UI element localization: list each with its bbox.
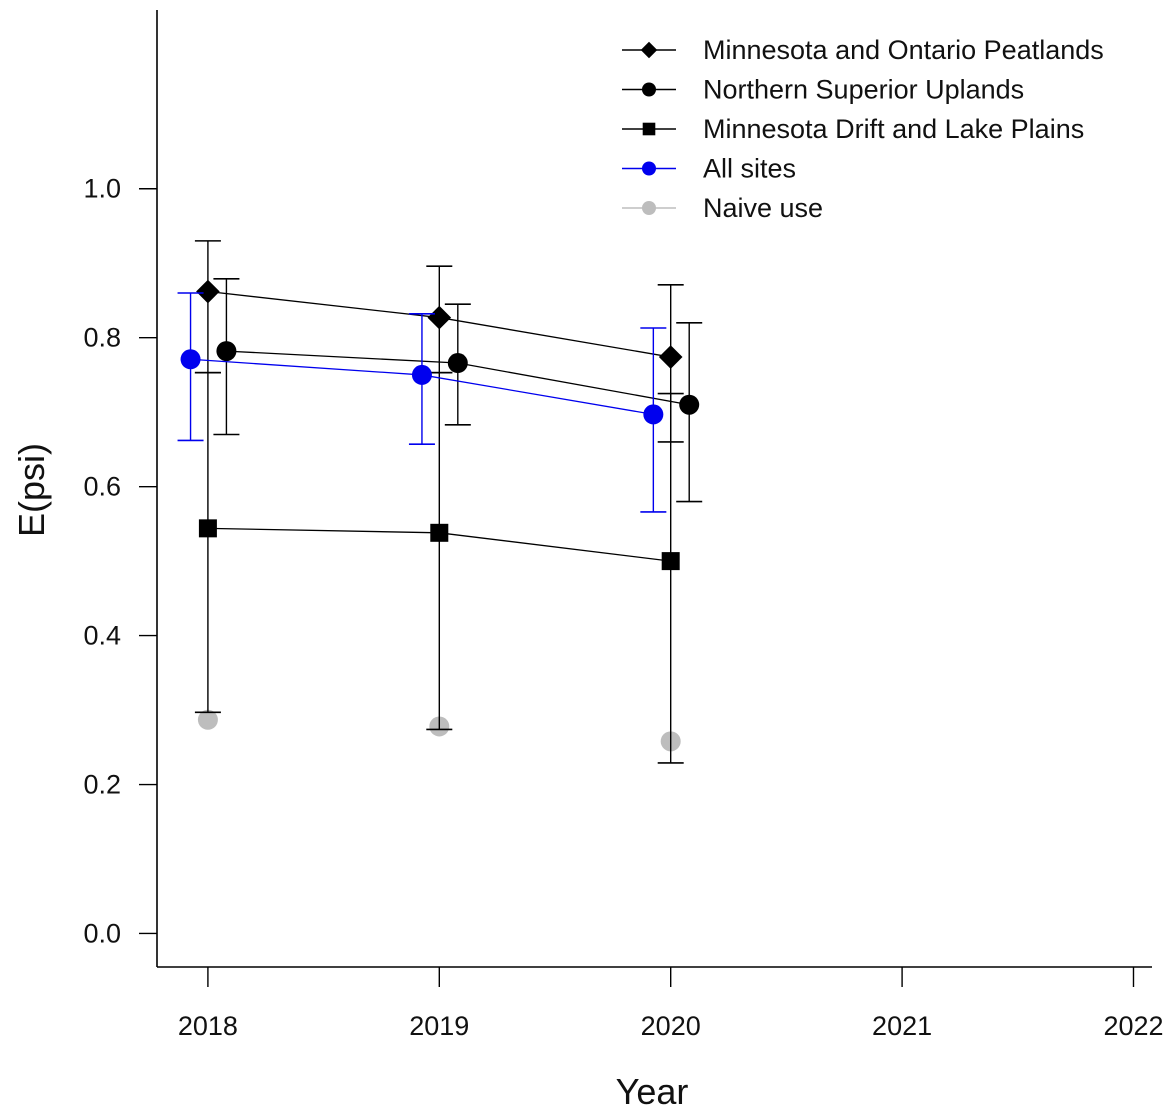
legend-item: Minnesota and Ontario Peatlands (622, 35, 1104, 65)
y-tick-label: 0.6 (83, 472, 121, 502)
legend-marker (640, 41, 658, 59)
series-northern-superior-uplands (213, 278, 703, 503)
data-point (411, 364, 432, 385)
data-point (197, 709, 218, 730)
x-tick-label: 2021 (872, 1011, 932, 1041)
legend-marker (642, 161, 656, 176)
y-tick-label: 0.8 (83, 323, 121, 353)
data-point (198, 519, 217, 538)
series-all-sites (177, 292, 667, 513)
axes (156, 10, 1152, 968)
plot-area (177, 240, 703, 764)
y-axis-title: E(psi) (11, 443, 52, 537)
legend-label: Northern Superior Uplands (703, 75, 1024, 105)
legend-marker (642, 201, 656, 215)
x-tick-label: 2018 (178, 1011, 238, 1041)
legend-marker (642, 122, 656, 136)
axis-ticks: 0.0 0.2 0.4 0.6 0.8 1.0 2018 2019 2020 2021 2022 (83, 174, 1163, 1041)
legend-item: Minnesota Drift and Lake Plains (622, 114, 1084, 144)
data-point (447, 353, 468, 374)
y-tick-label: 0.0 (83, 918, 121, 948)
x-tick-label: 2020 (641, 1011, 701, 1041)
data-point (658, 345, 683, 369)
legend-item: All sites (622, 154, 796, 184)
legend-label: Naive use (703, 193, 823, 223)
data-point (643, 404, 664, 425)
y-tick-label: 0.4 (83, 621, 121, 651)
data-point (679, 394, 700, 415)
x-axis-title: Year (616, 1071, 689, 1112)
legend-label: Minnesota Drift and Lake Plains (703, 114, 1084, 144)
legend-marker (642, 82, 656, 97)
data-point (216, 341, 237, 362)
data-point (196, 279, 220, 304)
x-tick-label: 2019 (409, 1011, 469, 1041)
series-minnesota-and-ontario-peatlands (194, 240, 684, 443)
legend: Minnesota and Ontario Peatlands Northern … (622, 35, 1104, 223)
legend-label: Minnesota and Ontario Peatlands (703, 35, 1104, 65)
data-point (180, 349, 201, 370)
data-point (430, 523, 449, 542)
legend-item: Northern Superior Uplands (622, 75, 1024, 105)
data-point (661, 552, 680, 571)
legend-label: All sites (703, 154, 796, 184)
legend-item: Naive use (622, 193, 823, 223)
x-tick-label: 2022 (1103, 1011, 1163, 1041)
y-tick-label: 1.0 (83, 174, 121, 204)
y-tick-label: 0.2 (83, 770, 121, 800)
data-point (427, 305, 452, 330)
series-minnesota-drift-and-lake-plains (194, 371, 684, 764)
